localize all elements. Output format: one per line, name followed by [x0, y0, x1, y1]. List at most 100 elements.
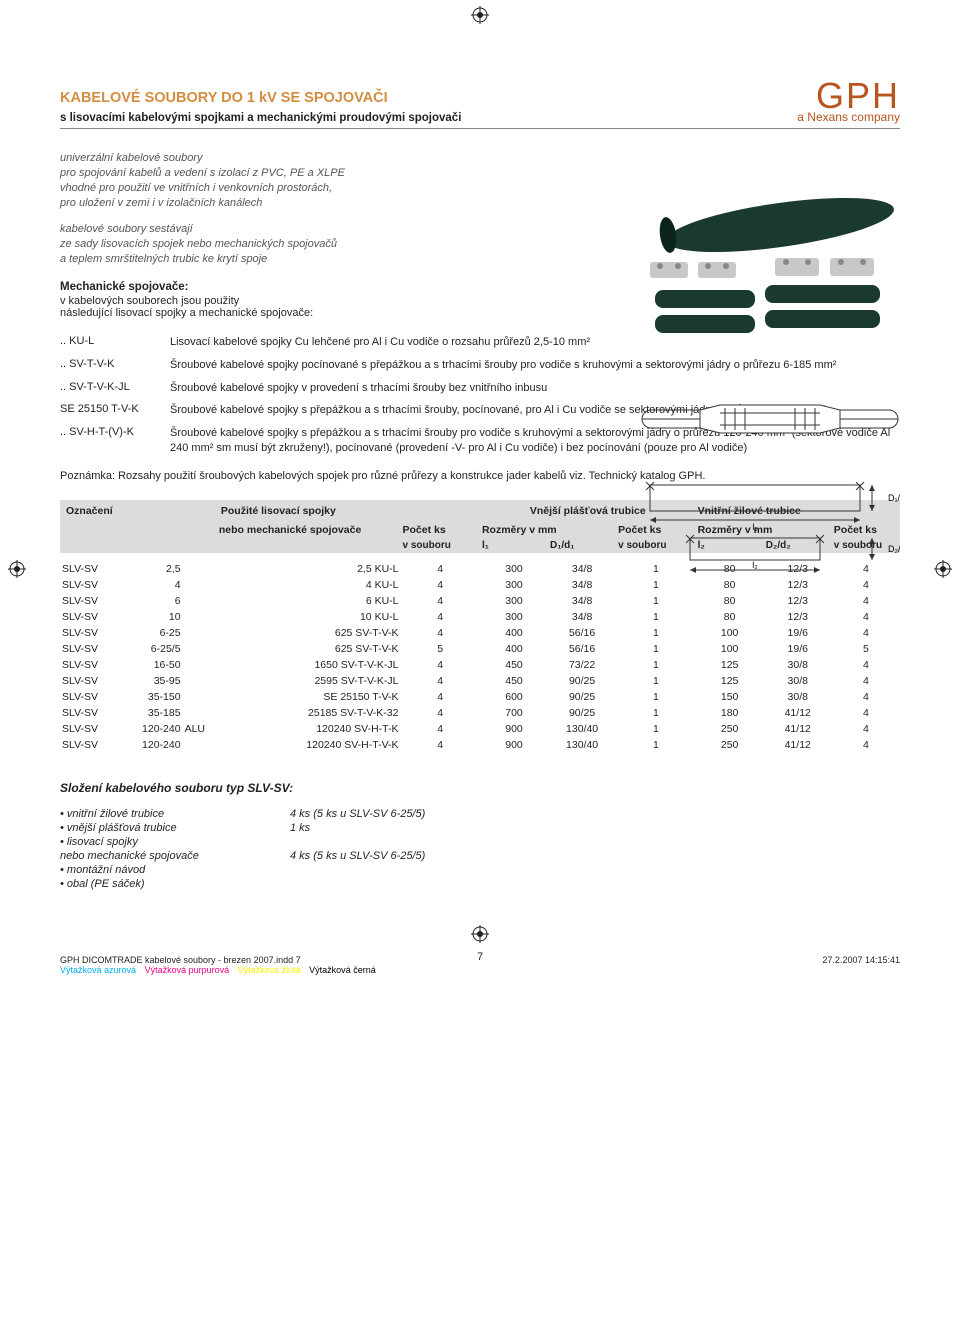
splice-diagram — [640, 395, 900, 440]
table-cell: 250 — [696, 737, 764, 753]
table-cell: 4 — [401, 577, 480, 593]
table-cell: ALU — [183, 721, 219, 737]
table-cell: 625 SV-T-V-K — [219, 625, 401, 641]
dim-D1d1: D₁/d₁ — [888, 493, 900, 503]
table-cell: 56/16 — [548, 641, 616, 657]
composition-row: • vnější plášťová trubice1 ks — [60, 821, 900, 835]
table-cell: 12/3 — [764, 609, 832, 625]
composition-value: 1 ks — [290, 821, 310, 835]
table-cell: 4 — [832, 609, 900, 625]
composition-key: • montážní návod — [60, 863, 290, 877]
brand-tagline: a Nexans company — [797, 110, 900, 124]
table-cell — [183, 593, 219, 609]
table-cell: 6-25/5 — [117, 641, 183, 657]
composition-key: nebo mechanické spojovače — [60, 849, 290, 863]
table-cell: 4 — [401, 593, 480, 609]
crop-mark-bottom — [471, 925, 489, 943]
table-cell: 4 — [832, 657, 900, 673]
table-row: SLV-SV120-240120240 SV-H-T-V-K4900130/40… — [60, 737, 900, 753]
table-cell: 100 — [696, 625, 764, 641]
composition-key: • lisovací spojky — [60, 835, 290, 849]
table-cell: 300 — [480, 609, 548, 625]
table-row: SLV-SV44 KU-L430034/818012/34 — [60, 577, 900, 593]
table-cell: 100 — [696, 641, 764, 657]
composition-row: • montážní návod — [60, 863, 900, 877]
table-cell: 56/16 — [548, 625, 616, 641]
table-cell: 1 — [616, 705, 695, 721]
table-cell — [183, 657, 219, 673]
table-cell: 125 — [696, 657, 764, 673]
table-cell: 1 — [616, 577, 695, 593]
table-cell — [183, 673, 219, 689]
swatch-cyan: Výtažková azurová — [60, 965, 136, 975]
table-cell: 41/12 — [764, 721, 832, 737]
table-cell: 5 — [401, 641, 480, 657]
dimension-diagram: l₁ D₁/d₁ l₂ D₂/d₂ — [640, 480, 900, 570]
table-cell — [183, 641, 219, 657]
table-cell: 2595 SV-T-V-K-JL — [219, 673, 401, 689]
page-title: KABELOVÉ SOUBORY DO 1 kV SE SPOJOVAČI — [60, 90, 900, 106]
footer-file: GPH DICOMTRADE kabelové soubory - brezen… — [60, 955, 301, 965]
table-cell: 80 — [696, 593, 764, 609]
table-cell: 4 — [401, 689, 480, 705]
table-cell: 6-25 — [117, 625, 183, 641]
table-cell: 400 — [480, 641, 548, 657]
table-cell: SLV-SV — [60, 577, 117, 593]
table-cell: 10 KU-L — [219, 609, 401, 625]
table-row: SLV-SV6-25/5625 SV-T-V-K540056/16110019/… — [60, 641, 900, 657]
table-cell: 300 — [480, 561, 548, 577]
table-cell: 400 — [480, 625, 548, 641]
table-row: SLV-SV120-240ALU120240 SV-H-T-K4900130/4… — [60, 721, 900, 737]
table-cell: 19/6 — [764, 625, 832, 641]
table-cell: SLV-SV — [60, 673, 117, 689]
table-cell: 30/8 — [764, 689, 832, 705]
table-cell: 1 — [616, 625, 695, 641]
table-cell: 90/25 — [548, 689, 616, 705]
table-cell: SLV-SV — [60, 561, 117, 577]
table-cell — [183, 689, 219, 705]
crop-mark-top — [471, 6, 489, 24]
table-cell: 1 — [616, 593, 695, 609]
table-cell: 2,5 — [117, 561, 183, 577]
table-cell: 4 — [832, 721, 900, 737]
dim-l2: l₂ — [752, 560, 758, 570]
table-cell: 130/40 — [548, 737, 616, 753]
connector-code: .. SV-T-V-K-JL — [60, 377, 170, 400]
table-cell — [183, 737, 219, 753]
table-cell: 10 — [117, 609, 183, 625]
th-spojky2: nebo mechanické spojovače — [219, 522, 401, 538]
table-cell: SLV-SV — [60, 641, 117, 657]
table-cell: 125 — [696, 673, 764, 689]
table-cell: 16-50 — [117, 657, 183, 673]
table-cell: 35-95 — [117, 673, 183, 689]
intro-p1: univerzální kabelové soubory pro spojová… — [60, 151, 470, 210]
th-l1: l₁ — [480, 538, 548, 553]
th-D1d1: D₁/d₁ — [548, 538, 616, 553]
table-cell: 130/40 — [548, 721, 616, 737]
table-cell: 120240 SV-H-T-V-K — [219, 737, 401, 753]
connector-code: .. SV-T-V-K — [60, 354, 170, 377]
table-cell: 180 — [696, 705, 764, 721]
intro-block: univerzální kabelové soubory pro spojová… — [60, 151, 470, 267]
table-cell: 4 — [401, 609, 480, 625]
table-cell: 73/22 — [548, 657, 616, 673]
connector-code: SE 25150 T-V-K — [60, 399, 170, 422]
table-cell: 4 — [832, 673, 900, 689]
product-photo — [580, 180, 900, 360]
table-cell: 80 — [696, 609, 764, 625]
table-cell: 700 — [480, 705, 548, 721]
table-cell: 80 — [696, 577, 764, 593]
page-subtitle: s lisovacími kabelovými spojkami a mecha… — [60, 112, 900, 124]
composition-row: • obal (PE sáček) — [60, 877, 900, 891]
table-cell: 4 — [401, 625, 480, 641]
table-row: SLV-SV6-25625 SV-T-V-K440056/16110019/64 — [60, 625, 900, 641]
th-pocet: Počet ks — [401, 522, 480, 538]
print-footer: GPH DICOMTRADE kabelové soubory - brezen… — [60, 955, 900, 975]
table-cell: 1 — [616, 721, 695, 737]
composition-value: 4 ks (5 ks u SLV-SV 6-25/5) — [290, 807, 425, 821]
table-cell: 2,5 KU-L — [219, 561, 401, 577]
intro-p2: kabelové soubory sestávají ze sady lisov… — [60, 222, 470, 267]
swatch-yellow: Výtažková žlutá — [238, 965, 301, 975]
crop-mark-right — [934, 560, 952, 581]
table-cell: 120-240 — [117, 737, 183, 753]
